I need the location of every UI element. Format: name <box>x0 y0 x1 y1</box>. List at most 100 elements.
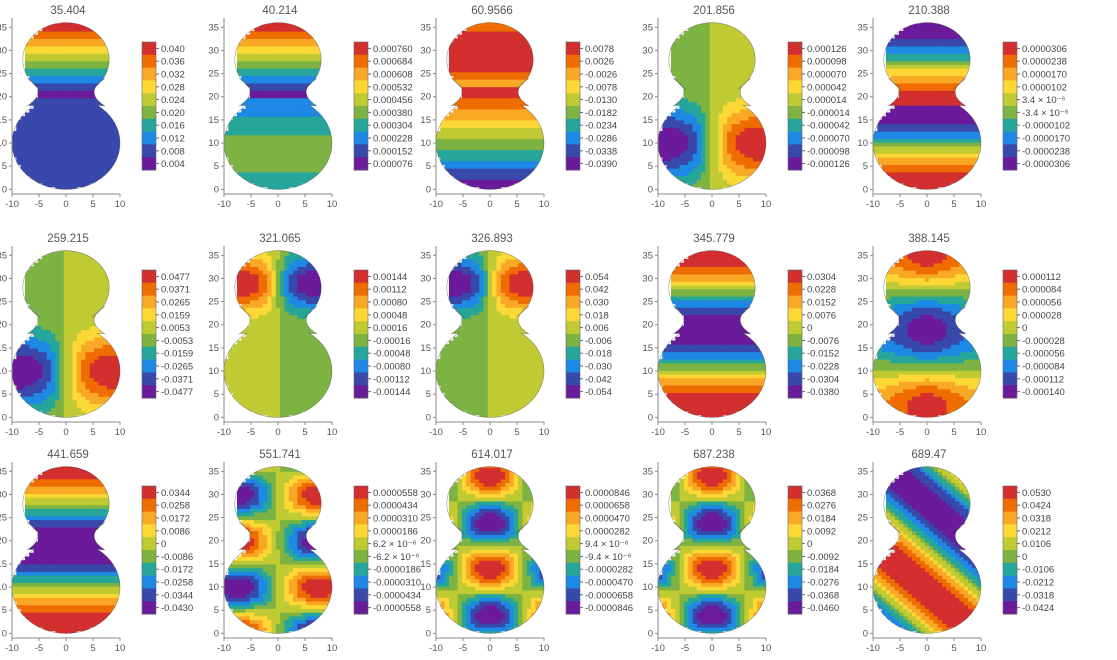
field-cell <box>275 71 281 77</box>
field-cell <box>946 160 952 165</box>
field-cell <box>457 60 463 65</box>
x-tick-label: 0 <box>709 199 714 210</box>
field-cell <box>249 105 255 110</box>
field-cell <box>470 175 476 180</box>
field-cell <box>881 123 887 128</box>
x-tick-label: 0 <box>275 199 280 210</box>
field-cell <box>55 329 61 334</box>
field-cell <box>245 127 251 132</box>
field-cell <box>280 149 286 154</box>
field-cell <box>470 112 476 117</box>
field-cell <box>46 403 52 408</box>
field-cell <box>46 153 52 158</box>
field-cell <box>483 142 489 147</box>
field-cell <box>314 53 320 58</box>
field-cell <box>16 359 22 364</box>
field-cell <box>675 56 681 62</box>
field-cell <box>500 179 506 184</box>
field-cell <box>675 175 681 180</box>
field-cell <box>55 131 61 136</box>
field-cell <box>748 60 754 65</box>
field-cell <box>890 175 896 180</box>
field-cell <box>487 160 493 165</box>
field-cell <box>709 186 715 190</box>
field-cell <box>509 75 515 80</box>
field-cell <box>907 82 913 88</box>
field-cell <box>675 153 681 158</box>
y-tick-label: 0 <box>648 184 653 195</box>
field-cell <box>288 131 294 136</box>
field-cell <box>509 49 515 54</box>
field-cell <box>267 142 273 147</box>
field-cell <box>50 410 56 416</box>
legend-swatch <box>566 131 580 145</box>
field-cell <box>461 108 467 114</box>
field-cell <box>76 171 82 177</box>
field-cell <box>453 101 459 106</box>
field-cell <box>705 23 711 28</box>
field-cell <box>683 105 689 110</box>
field-cell <box>881 116 887 121</box>
y-tick-label: 5 <box>2 161 7 172</box>
field-cell <box>696 105 702 110</box>
field-cell <box>293 71 299 77</box>
field-cell <box>696 127 702 132</box>
field-cell <box>714 134 720 140</box>
field-cell <box>500 153 506 158</box>
field-cell <box>492 134 498 140</box>
field-cell <box>81 164 87 169</box>
field-cell <box>241 153 247 158</box>
field-cell <box>42 307 48 312</box>
field-cell <box>740 123 745 128</box>
field-cell <box>72 101 78 106</box>
field-cell <box>297 42 303 47</box>
field-cell <box>37 384 43 390</box>
field-cell <box>683 97 689 102</box>
field-cell <box>748 131 754 136</box>
field-cell <box>479 142 485 147</box>
field-cell <box>89 56 95 62</box>
field-cell <box>102 131 108 136</box>
field-cell <box>29 399 35 405</box>
field-cell <box>692 105 698 110</box>
field-cell <box>496 153 502 158</box>
field-cell <box>245 71 251 77</box>
field-cell <box>241 138 247 143</box>
field-cell <box>748 160 754 165</box>
field-cell <box>301 93 307 99</box>
field-cell <box>245 108 251 114</box>
field-cell <box>731 164 737 169</box>
field-cell <box>258 116 264 121</box>
field-cell <box>492 145 498 151</box>
field-cell <box>898 112 904 117</box>
field-cell <box>16 351 22 356</box>
field-cell <box>12 142 17 147</box>
field-cell <box>314 45 320 51</box>
field-cell <box>284 75 290 80</box>
field-cell <box>937 27 943 32</box>
field-cell <box>12 134 17 140</box>
field-cell <box>76 105 82 110</box>
field-cell <box>16 153 22 158</box>
field-cell <box>37 131 43 136</box>
field-cell <box>280 171 286 177</box>
field-cell <box>245 145 251 151</box>
field-cell <box>63 156 69 162</box>
field-cell <box>496 53 502 58</box>
field-cell <box>740 45 745 51</box>
field-cell <box>885 153 891 158</box>
field-cell <box>314 116 320 121</box>
field-cell <box>761 149 766 154</box>
field-cell <box>683 179 689 184</box>
field-cell <box>924 168 930 173</box>
field-cell <box>701 75 707 80</box>
field-cell <box>658 134 663 140</box>
field-cell <box>748 134 754 140</box>
field-cell <box>24 123 30 128</box>
field-cell <box>42 168 48 173</box>
field-cell <box>306 160 311 165</box>
field-cell <box>955 116 960 121</box>
legend-label: -0.0390 <box>585 159 617 170</box>
field-cell <box>89 93 95 99</box>
field-cell <box>740 101 745 106</box>
